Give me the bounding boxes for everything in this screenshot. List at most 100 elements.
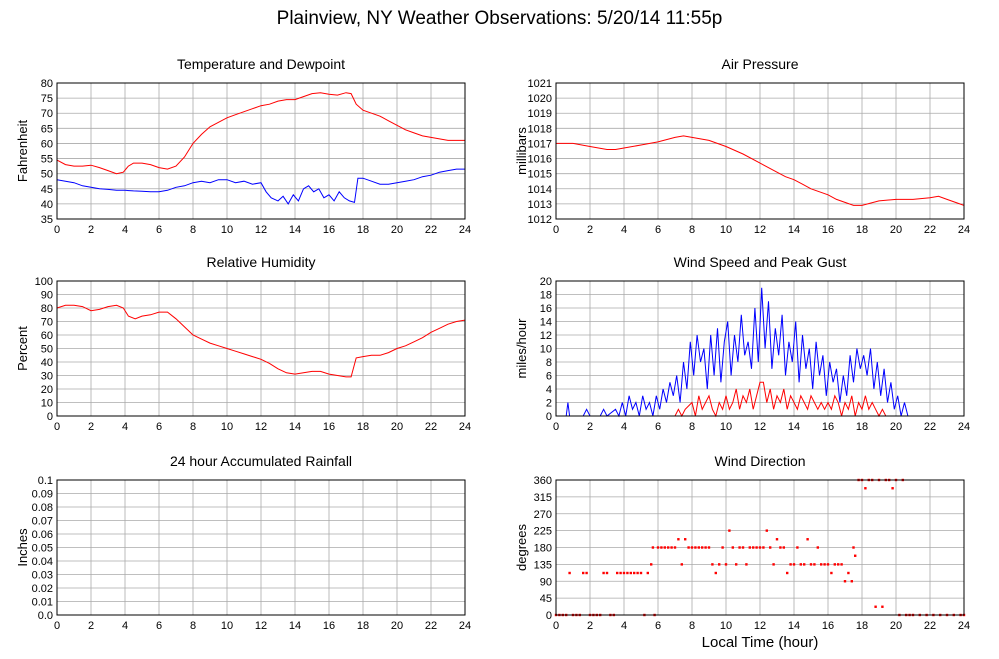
- data-point: [619, 571, 622, 575]
- x-tick-label: 22: [425, 224, 437, 236]
- data-point: [738, 546, 741, 549]
- y-tick-label: 40: [41, 357, 53, 369]
- data-point: [852, 546, 855, 549]
- y-tick-label: 0.09: [32, 489, 53, 501]
- x-tick-label: 4: [621, 224, 627, 236]
- y-tick-label: 0.1: [38, 475, 53, 487]
- data-point: [670, 546, 673, 549]
- data-point: [684, 538, 687, 541]
- y-tick-label: 0.07: [32, 516, 53, 528]
- data-point: [752, 546, 755, 549]
- y-tick-label: 8: [546, 357, 552, 369]
- x-tick-label: 22: [425, 620, 437, 632]
- data-point: [755, 546, 758, 549]
- x-tick-label: 24: [459, 421, 471, 433]
- x-tick-label: 2: [88, 224, 94, 236]
- y-tick-label: 1013: [528, 199, 552, 211]
- data-point: [680, 563, 683, 566]
- data-point: [789, 563, 792, 566]
- data-point: [616, 571, 619, 575]
- x-tick-label: 6: [156, 421, 162, 433]
- data-point: [782, 546, 785, 549]
- x-tick-label: 24: [459, 620, 471, 632]
- data-point: [582, 571, 585, 575]
- data-point: [847, 571, 850, 575]
- y-tick-label: 1021: [528, 78, 552, 90]
- x-tick-label: 16: [323, 224, 335, 236]
- chart-title: Air Pressure: [721, 56, 798, 72]
- data-point: [803, 563, 806, 566]
- x-tick-label: 4: [621, 620, 627, 632]
- data-point: [731, 546, 734, 549]
- data-point: [830, 571, 833, 575]
- data-point: [636, 571, 639, 575]
- x-tick-label: 8: [190, 620, 196, 632]
- y-tick-label: 45: [41, 184, 53, 196]
- x-tick-label: 14: [788, 224, 800, 236]
- data-point: [765, 529, 768, 532]
- x-tick-label: 22: [924, 421, 936, 433]
- data-point: [646, 571, 649, 575]
- y-tick-label: 1012: [528, 214, 552, 226]
- data-point: [650, 563, 653, 566]
- plot-frame: [555, 280, 965, 417]
- y-tick-label: 0: [546, 610, 552, 622]
- y-tick-label: 12: [540, 330, 552, 342]
- chart-title: Wind Speed and Peak Gust: [674, 254, 847, 270]
- data-point: [711, 563, 714, 566]
- chart-humidity: 0 2 4 6 8 10 12 14 16 18 20 22 240102030405060708090…: [15, 254, 471, 433]
- x-tick-label: 0: [54, 620, 60, 632]
- data-point: [796, 546, 799, 549]
- y-tick-label: 1020: [528, 93, 552, 105]
- y-tick-label: 90: [540, 576, 552, 588]
- x-tick-label: 14: [788, 620, 800, 632]
- y-tick-label: 70: [41, 317, 53, 329]
- data-point: [585, 571, 588, 575]
- x-tick-label: 20: [391, 224, 403, 236]
- data-point: [806, 538, 809, 541]
- data-point: [837, 563, 840, 566]
- x-tick-label: 10: [221, 620, 233, 632]
- data-point: [762, 546, 765, 549]
- data-point: [874, 605, 877, 608]
- chart-temp: 0 2 4 6 8 10 12 14 16 18 20 22 243540455055606570758…: [15, 56, 471, 236]
- chart-rain: 0 2 4 6 8 10 12 14 16 18 20 22 240.00.010.020.030.04…: [15, 453, 471, 632]
- x-tick-label: 14: [788, 421, 800, 433]
- y-tick-label: 0.08: [32, 502, 53, 514]
- data-point: [651, 546, 655, 549]
- data-point: [673, 546, 677, 549]
- x-tick-label: 20: [890, 620, 902, 632]
- page-title: Plainview, NY Weather Observations: 5/20…: [276, 8, 723, 29]
- x-tick-label: 8: [689, 421, 695, 433]
- data-point: [820, 563, 823, 566]
- plot-frame: [56, 479, 466, 616]
- chart-title: 24 hour Accumulated Rainfall: [170, 453, 352, 469]
- x-tick-label: 4: [122, 421, 128, 433]
- data-point: [792, 563, 796, 566]
- x-tick-label: 16: [822, 620, 834, 632]
- y-tick-label: 50: [41, 344, 53, 356]
- data-point: [687, 546, 690, 549]
- data-point: [660, 546, 663, 549]
- x-tick-label: 18: [357, 421, 369, 433]
- y-tick-label: 60: [41, 138, 53, 150]
- x-tick-label: 6: [156, 224, 162, 236]
- y-tick-label: 30: [41, 371, 53, 383]
- x-tick-label: 20: [890, 421, 902, 433]
- data-point: [667, 546, 670, 549]
- x-tick-label: 18: [856, 224, 868, 236]
- y-axis-label: miles/hour: [514, 318, 529, 379]
- x-tick-label: 16: [323, 620, 335, 632]
- data-point: [891, 487, 894, 490]
- x-tick-label: 20: [391, 421, 403, 433]
- data-point: [772, 563, 775, 566]
- chart-pressure: 0 2 4 6 8 10 12 14 16 18 20 22 241012101310141015101…: [514, 56, 970, 236]
- data-point: [629, 571, 632, 575]
- y-tick-label: 225: [534, 526, 552, 538]
- x-tick-label: 16: [323, 421, 335, 433]
- data-point: [690, 546, 694, 549]
- y-tick-label: 18: [540, 290, 552, 302]
- x-tick-label: 0: [553, 224, 559, 236]
- data-point: [748, 546, 751, 549]
